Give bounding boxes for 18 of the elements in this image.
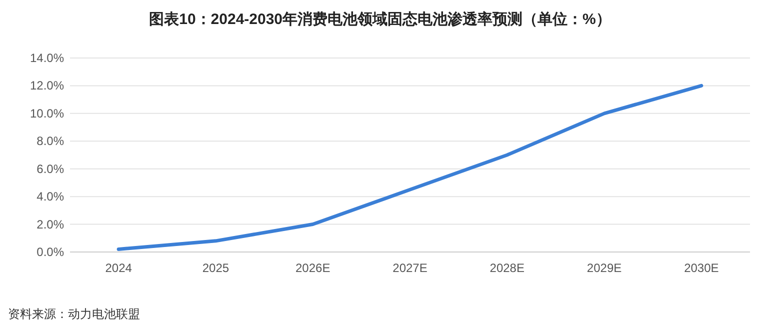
y-tick-label: 6.0% — [36, 162, 64, 176]
chart-title: 图表10：2024-2030年消费电池领域固态电池渗透率预测（单位：%） — [149, 10, 611, 28]
y-tick-label: 8.0% — [36, 134, 64, 148]
x-tick-label: 2027E — [392, 261, 428, 275]
line-series — [116, 84, 704, 251]
y-tick-label: 10.0% — [30, 106, 64, 120]
y-tick-label: 0.0% — [36, 245, 64, 259]
y-tick-label: 4.0% — [36, 190, 64, 204]
y-tick-label: 14.0% — [30, 51, 64, 65]
y-tick-label: 12.0% — [30, 78, 64, 93]
x-tick-label: 2026E — [296, 261, 330, 275]
x-tick-label: 2024 — [105, 261, 132, 275]
x-tick-label: 2025 — [202, 261, 230, 275]
text: 资料来源：动力电池联盟 — [8, 307, 140, 321]
y-tick-label: 2.0% — [36, 217, 64, 232]
x-tick-label: 2029E — [586, 261, 622, 275]
x-tick-label: 2028E — [490, 261, 524, 275]
x-tick-label: 2030E — [684, 261, 719, 275]
